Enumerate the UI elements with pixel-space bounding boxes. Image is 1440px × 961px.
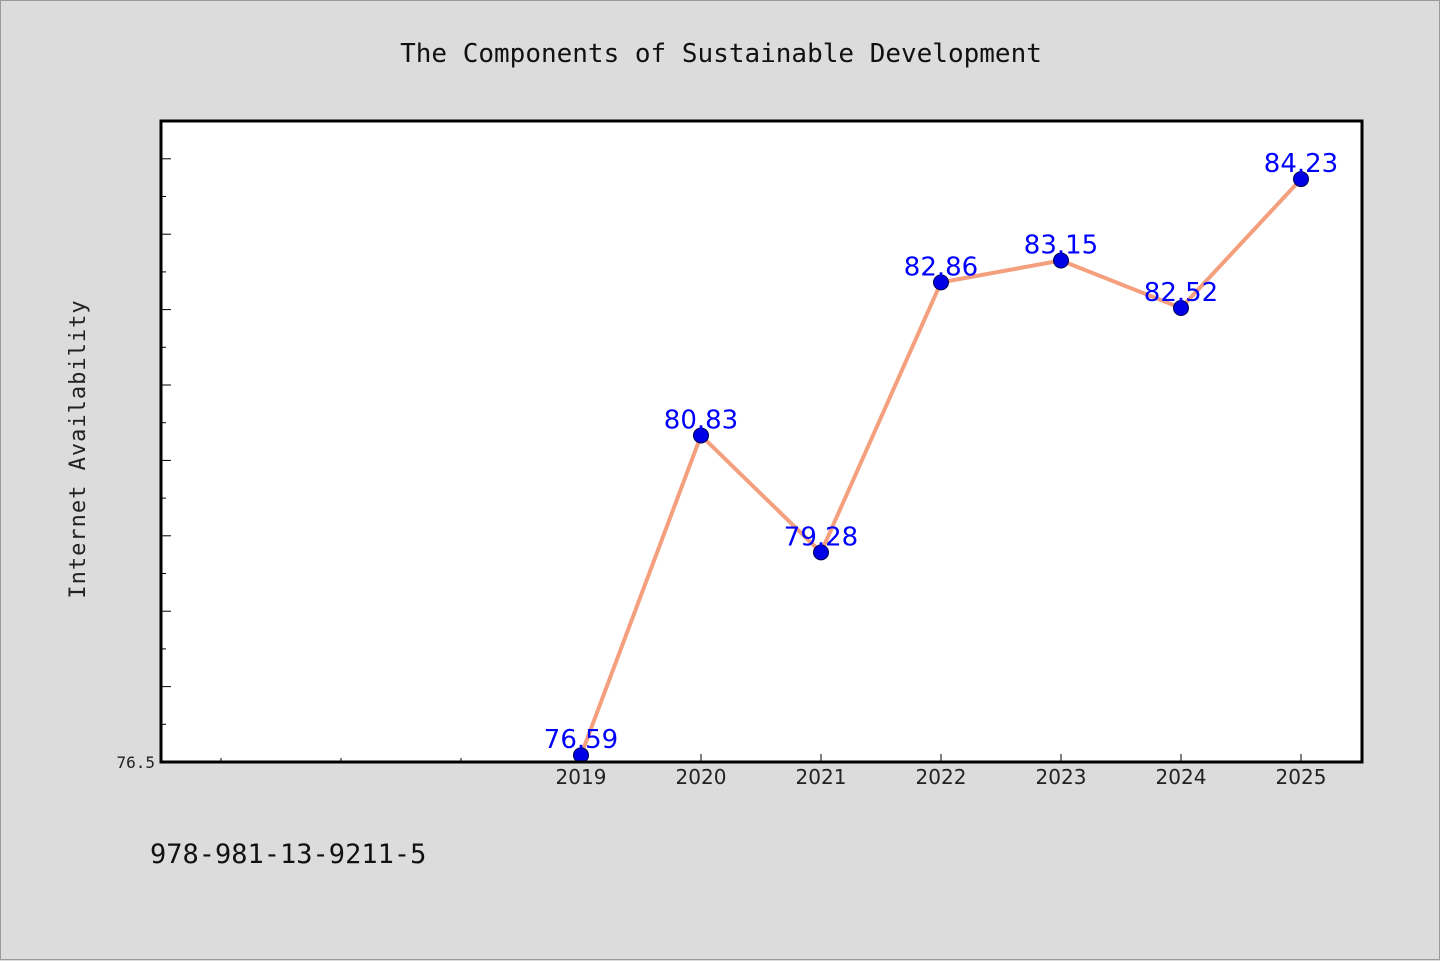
x-tick-label: 2021 (796, 765, 847, 789)
plot-area (161, 121, 1362, 762)
data-label: 83.15 (1024, 231, 1098, 261)
data-label: 84.23 (1264, 149, 1338, 179)
data-label: 76.59 (544, 725, 618, 755)
x-tick-label: 2022 (916, 765, 967, 789)
data-point (1293, 171, 1309, 188)
x-tick-label: 2024 (1156, 765, 1207, 789)
data-label: 82.52 (1144, 278, 1218, 308)
plot-border (159, 119, 1364, 764)
data-point (813, 544, 829, 561)
x-tick-label: 2023 (1036, 765, 1087, 789)
x-tick-label: 2025 (1276, 765, 1327, 789)
data-labels: 76.59 80.83 79.28 82.86 83.15 82.52 84.23 (544, 149, 1338, 755)
data-label: 80.83 (664, 405, 738, 435)
y-tick-label: 76.5 (116, 753, 155, 772)
data-point (693, 427, 709, 444)
data-markers (573, 171, 1309, 764)
chart-title: The Components of Sustainable Developmen… (400, 39, 1042, 69)
data-point (1053, 252, 1069, 269)
y-axis-ticks: 76.5 (116, 120, 171, 772)
data-label: 82.86 (904, 252, 978, 282)
x-axis-ticks: 2019 2020 2021 2022 2023 2024 2025 (556, 754, 1327, 789)
y-axis-label: Internet Availability (66, 299, 91, 598)
x-tick-label: 2020 (676, 765, 727, 789)
data-label: 79.28 (784, 522, 858, 552)
data-point (1173, 300, 1189, 317)
isbn-text: 978-981-13-9211-5 (150, 839, 426, 870)
x-tick-label: 2019 (556, 765, 607, 789)
data-point (933, 274, 949, 291)
